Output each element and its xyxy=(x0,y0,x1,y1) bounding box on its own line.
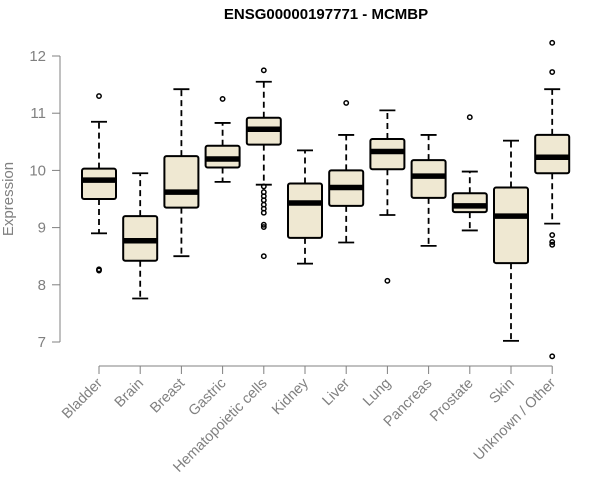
y-tick-label: 11 xyxy=(30,105,46,122)
chart-title: ENSG00000197771 - MCMBP xyxy=(223,6,429,23)
x-tick-label: Lung xyxy=(360,376,394,410)
box-iqr xyxy=(493,186,529,265)
box-iqr xyxy=(287,182,323,239)
box-iqr xyxy=(451,192,488,214)
outlier-point xyxy=(260,197,267,204)
outlier-point xyxy=(96,93,102,99)
x-tick-label: Bladder xyxy=(59,375,106,422)
box-iqr xyxy=(410,159,447,199)
x-tick-label: Kidney xyxy=(269,375,312,418)
outlier-point xyxy=(384,277,391,284)
x-tick-label: Breast xyxy=(147,376,188,417)
x-tick-label: Prostate xyxy=(427,376,476,425)
outlier-point xyxy=(549,232,556,238)
outlier-point xyxy=(466,114,473,121)
outlier-point xyxy=(219,95,226,102)
outlier-point xyxy=(549,39,556,46)
y-tick-label: 10 xyxy=(29,162,46,179)
y-axis-title: Expression xyxy=(0,162,17,236)
outlier-point xyxy=(549,241,556,248)
outlier-point xyxy=(260,183,267,190)
outlier-point xyxy=(260,209,267,216)
box-iqr xyxy=(163,155,200,209)
outlier-point xyxy=(260,224,267,230)
outlier-point xyxy=(96,267,102,274)
outlier-point xyxy=(260,67,267,74)
outlier-point xyxy=(260,253,267,260)
outlier-point xyxy=(549,69,556,75)
x-tick-label: Liver xyxy=(319,375,353,409)
outlier-point xyxy=(549,238,556,245)
x-tick-label: Brain xyxy=(112,376,147,411)
outlier-point xyxy=(260,221,267,228)
y-tick-label: 9 xyxy=(38,220,46,237)
y-tick-label: 12 xyxy=(29,48,46,65)
x-tick-label: Skin xyxy=(487,376,518,407)
box-iqr xyxy=(81,167,117,201)
outlier-point xyxy=(549,353,556,360)
outlier-point xyxy=(343,99,350,106)
y-tick-label: 8 xyxy=(38,277,46,294)
box-iqr xyxy=(534,133,571,175)
y-tick-label: 7 xyxy=(38,334,46,351)
